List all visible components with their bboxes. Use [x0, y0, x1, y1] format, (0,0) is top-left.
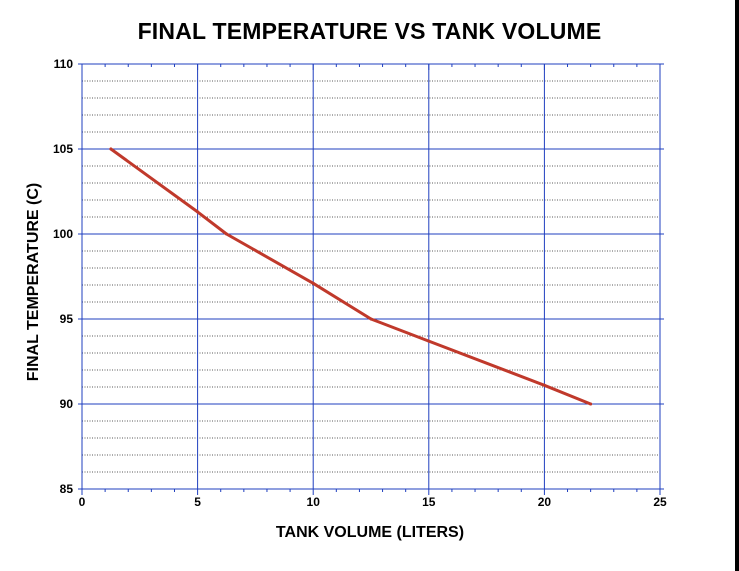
x-tick-label: 10 — [307, 495, 321, 509]
y-axis-label: FINAL TEMPERATURE (C) — [25, 183, 42, 382]
data-point — [589, 402, 593, 406]
data-point — [225, 232, 228, 236]
major-grid — [82, 64, 660, 489]
chart-title: FINAL TEMPERATURE VS TANK VOLUME — [137, 18, 602, 44]
x-tick-labels: 0 5 10 15 20 25 — [79, 495, 667, 509]
y-tick-label: 90 — [60, 397, 74, 411]
data-point — [427, 339, 431, 343]
x-tick-label: 0 — [79, 495, 86, 509]
plot-frame — [81, 63, 661, 490]
x-tick-label: 25 — [653, 495, 667, 509]
data-point — [109, 147, 113, 151]
data-point — [542, 383, 546, 387]
data-point — [311, 281, 315, 285]
y-tick-label: 110 — [54, 57, 74, 71]
x-axis-label: TANK VOLUME (LITERS) — [276, 524, 464, 541]
y-tick-label: 85 — [60, 482, 74, 496]
y-tick-label: 100 — [53, 227, 73, 241]
x-tick-label: 20 — [538, 495, 552, 509]
x-tick-label: 5 — [194, 495, 201, 509]
y-tick-label: 105 — [53, 142, 73, 156]
tick-marks — [78, 63, 664, 495]
right-border — [735, 0, 739, 571]
y-tick-labels: 85 90 95 100 105 110 — [53, 57, 73, 496]
y-tick-label: 95 — [60, 312, 74, 326]
x-tick-label: 15 — [422, 495, 436, 509]
data-point — [196, 210, 200, 214]
series-layer — [109, 147, 593, 406]
minor-grid — [82, 80, 660, 473]
series-line — [109, 147, 593, 406]
data-point — [369, 317, 373, 321]
